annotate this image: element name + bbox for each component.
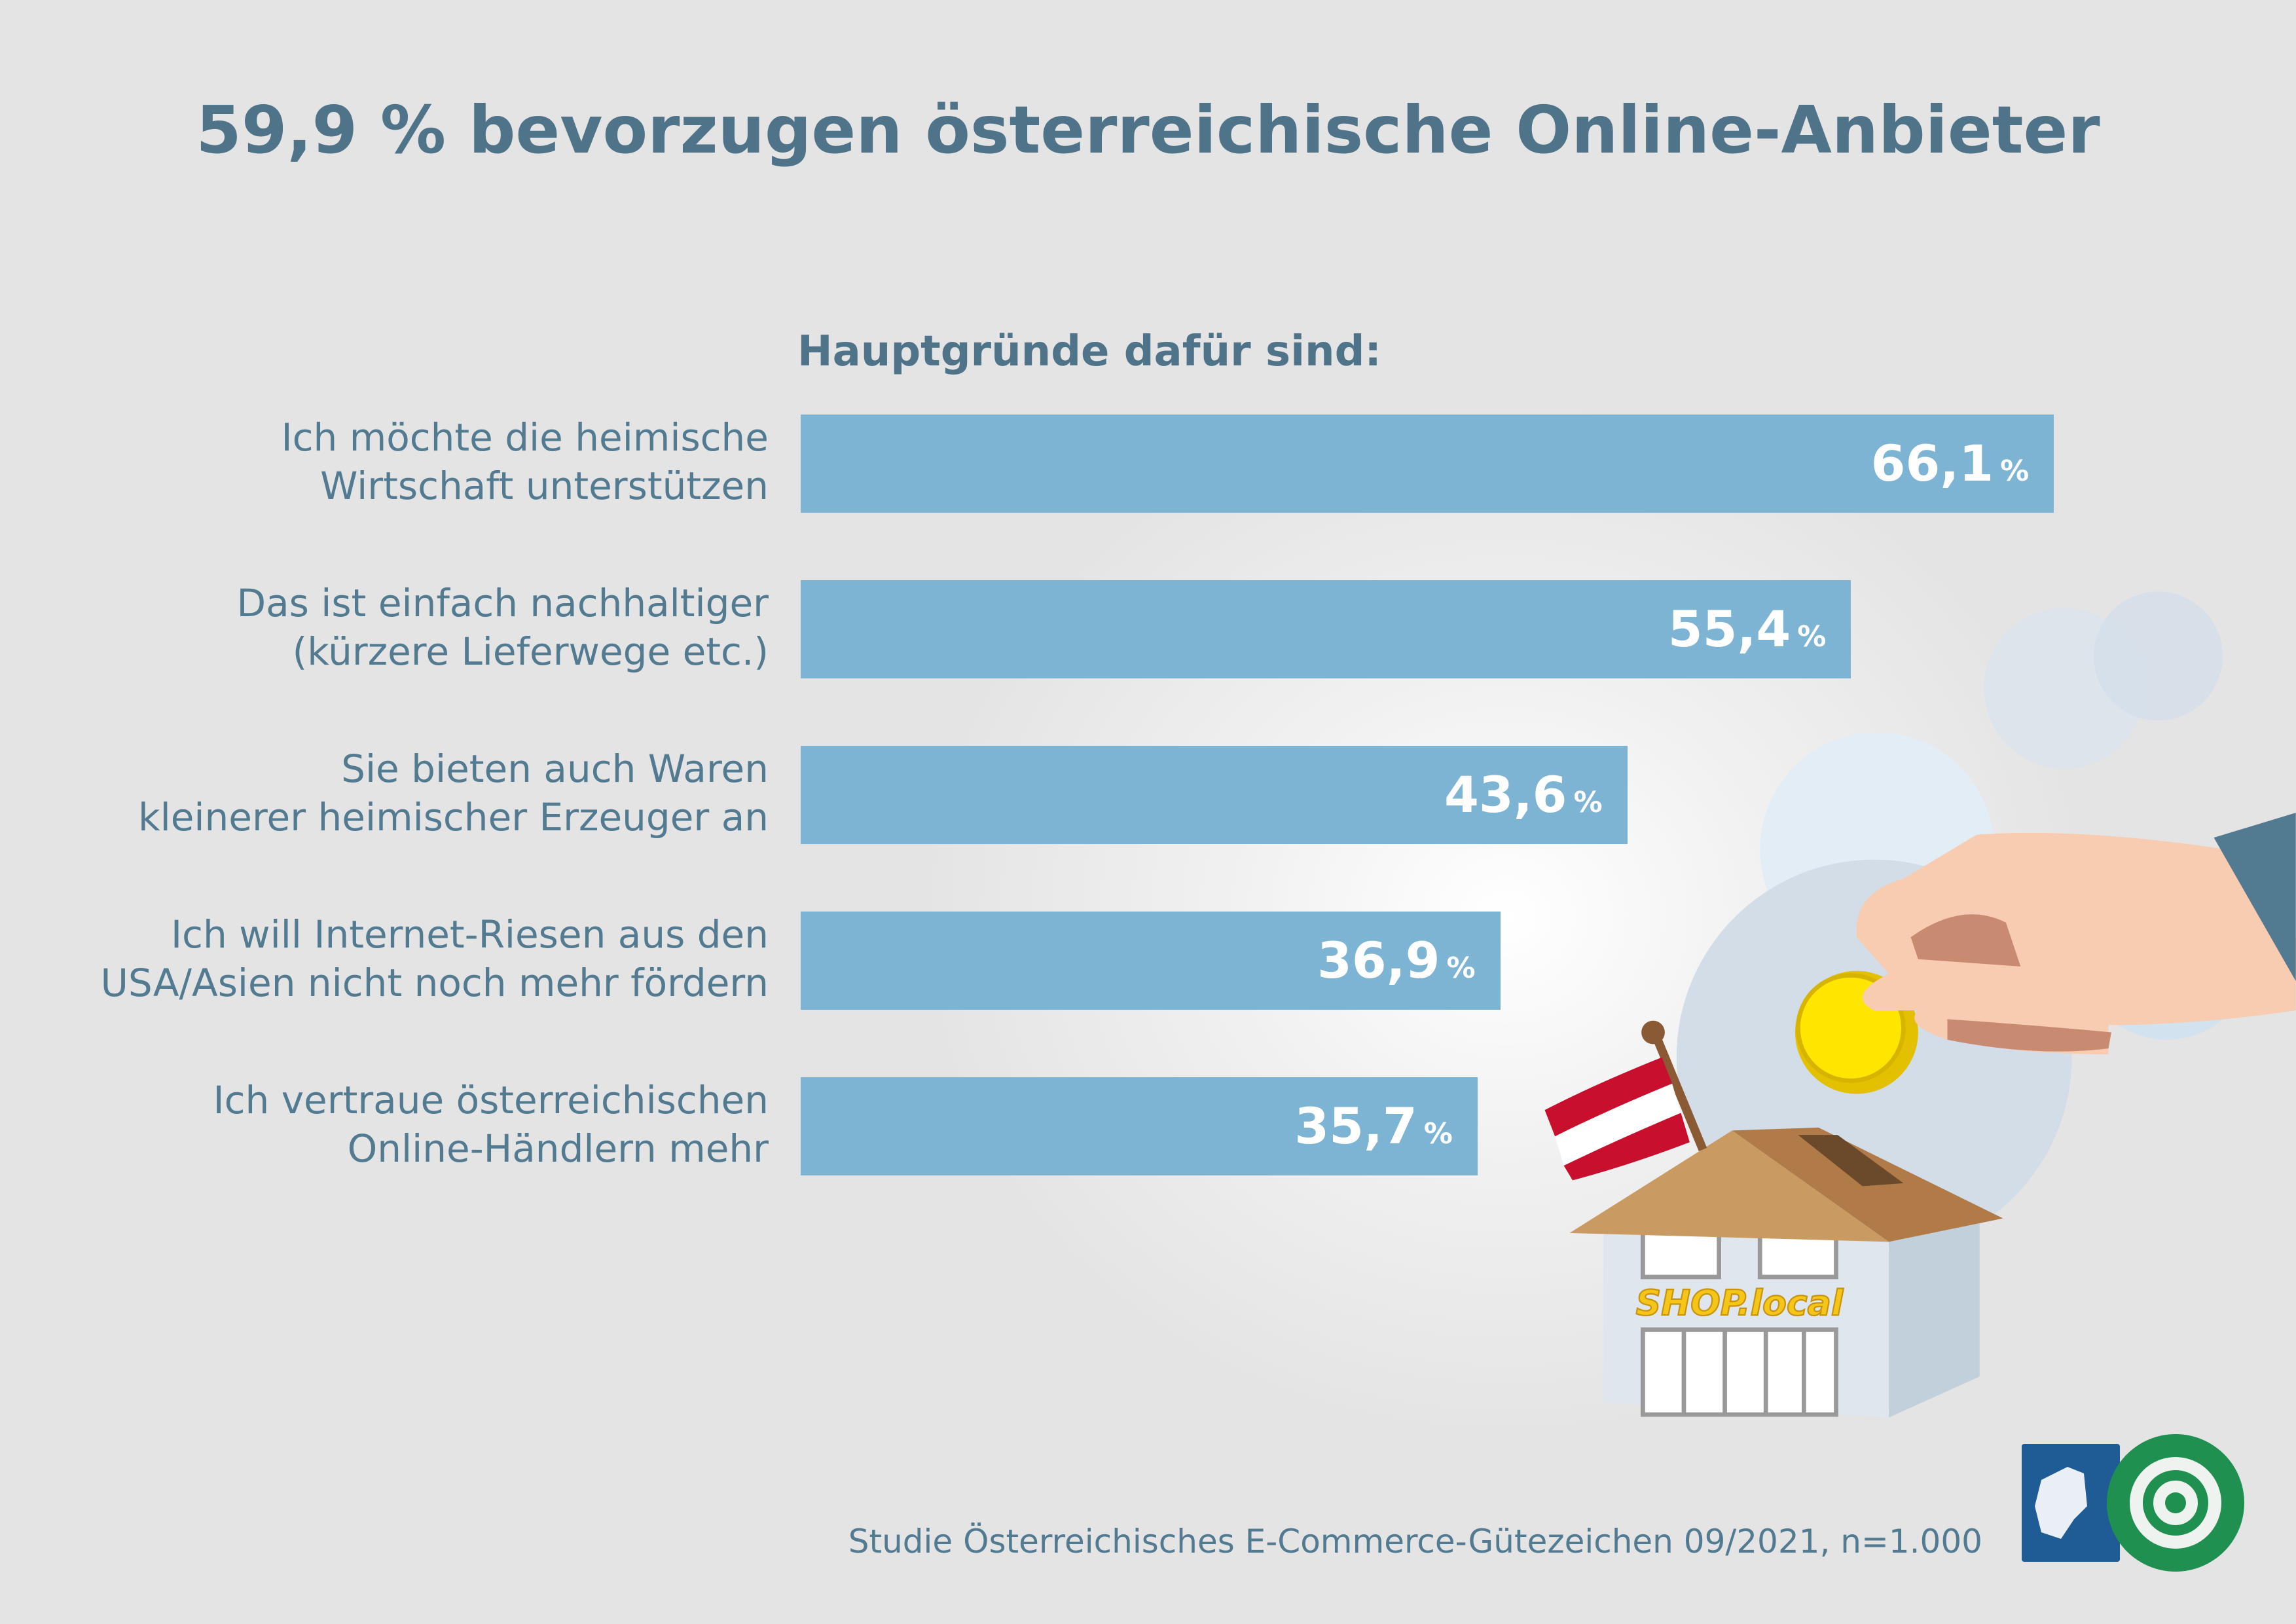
bar: 66,1%: [801, 415, 2054, 513]
source-footnote: Studie Österreichisches E-Commerce-Gütez…: [848, 1522, 1982, 1560]
data-label: 55,4%: [1668, 580, 1827, 678]
data-label-value: 66,1: [1870, 434, 1994, 492]
bar: 55,4%: [801, 580, 1851, 678]
chart-subtitle: Hauptgründe dafür sind:: [797, 327, 1381, 376]
austria-flag-icon: [1544, 1020, 1707, 1181]
data-label-unit: %: [1446, 951, 1476, 985]
data-label-unit: %: [1573, 786, 1603, 819]
category-label: Ich vertraue österreichischen Online-Händ…: [213, 1076, 769, 1173]
data-label-value: 35,7: [1294, 1097, 1417, 1155]
category-label-line: Wirtschaft unterstützen: [320, 464, 769, 508]
hand-with-coin-icon: [1795, 813, 2296, 1094]
category-label-line: Sie bieten auch Waren: [341, 747, 769, 791]
category-label: Das ist einfach nachhaltiger (kürzere Lie…: [236, 579, 769, 676]
bubble-decoration: [2094, 591, 2223, 721]
category-label-line: (kürzere Lieferwege etc.): [292, 629, 769, 674]
data-label-value: 36,9: [1317, 931, 1440, 989]
data-label: 66,1%: [1871, 415, 2030, 513]
bar: 36,9%: [801, 912, 1501, 1010]
category-label-line: Das ist einfach nachhaltiger: [236, 581, 769, 625]
bar: 43,6%: [801, 746, 1628, 844]
data-label-value: 43,6: [1444, 766, 1567, 824]
data-label-unit: %: [2000, 454, 2030, 488]
data-label: 36,9%: [1317, 912, 1476, 1010]
bar: 35,7%: [801, 1077, 1478, 1175]
category-label-line: Ich möchte die heimische: [281, 415, 769, 460]
guetezeichen-logo: [2022, 1434, 2244, 1572]
chart-title: 59,9 % bevorzugen österreichische Online…: [196, 92, 2100, 168]
category-label: Ich will Internet-Riesen aus den USA/Asie…: [100, 910, 769, 1007]
data-label-unit: %: [1423, 1117, 1453, 1151]
shop-sign: SHOP.local: [1636, 1282, 1844, 1323]
category-label-line: USA/Asien nicht noch mehr fördern: [100, 961, 769, 1005]
category-label-line: Online-Händlern mehr: [347, 1126, 769, 1171]
category-label-line: Ich will Internet-Riesen aus den: [170, 912, 769, 957]
data-label-value: 55,4: [1667, 600, 1791, 658]
category-label-line: Ich vertraue österreichischen: [213, 1078, 769, 1122]
data-label: 35,7%: [1294, 1077, 1453, 1175]
data-label: 43,6%: [1444, 746, 1603, 844]
data-label-unit: %: [1797, 620, 1827, 654]
shop-house-icon: SHOP.local: [1569, 1127, 2003, 1418]
category-label-line: kleinerer heimischer Erzeuger an: [138, 795, 769, 840]
category-label: Ich möchte die heimische Wirtschaft unter…: [282, 413, 769, 510]
category-label: Sie bieten auch Waren kleinerer heimische…: [138, 745, 769, 841]
